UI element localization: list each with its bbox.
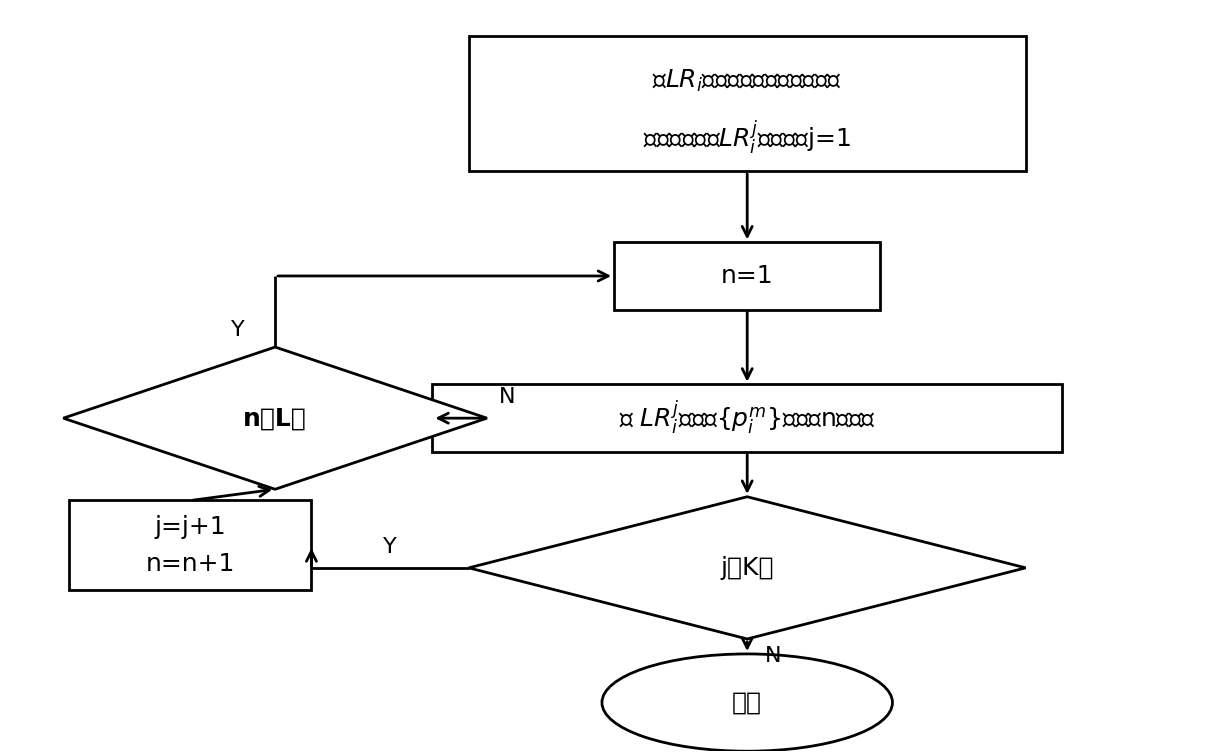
Text: n=n+1: n=n+1 (146, 552, 235, 576)
Text: N: N (499, 387, 516, 407)
Text: 将 $LR_i^j$分配给$\{p_i^m\}$中的第n条路径: 将 $LR_i^j$分配给$\{p_i^m\}$中的第n条路径 (619, 399, 876, 437)
Text: Y: Y (231, 320, 244, 339)
FancyBboxPatch shape (433, 385, 1062, 452)
Text: Y: Y (383, 537, 396, 556)
Text: j＜K？: j＜K？ (720, 556, 773, 580)
Text: 对$LR_i$数据流进行分块处理，得: 对$LR_i$数据流进行分块处理，得 (652, 69, 843, 94)
Text: N: N (765, 646, 782, 667)
Text: n＞L？: n＞L？ (243, 406, 306, 431)
Ellipse shape (602, 654, 893, 751)
Text: j=j+1: j=j+1 (154, 515, 226, 538)
FancyBboxPatch shape (469, 36, 1025, 171)
Polygon shape (63, 347, 486, 489)
Text: n=1: n=1 (721, 264, 773, 288)
FancyBboxPatch shape (614, 242, 880, 310)
Polygon shape (469, 497, 1025, 639)
Text: 到各数据切片$LR_i^j$，开始：j=1: 到各数据切片$LR_i^j$，开始：j=1 (643, 118, 851, 157)
FancyBboxPatch shape (69, 501, 311, 590)
Text: 结束: 结束 (732, 691, 762, 715)
